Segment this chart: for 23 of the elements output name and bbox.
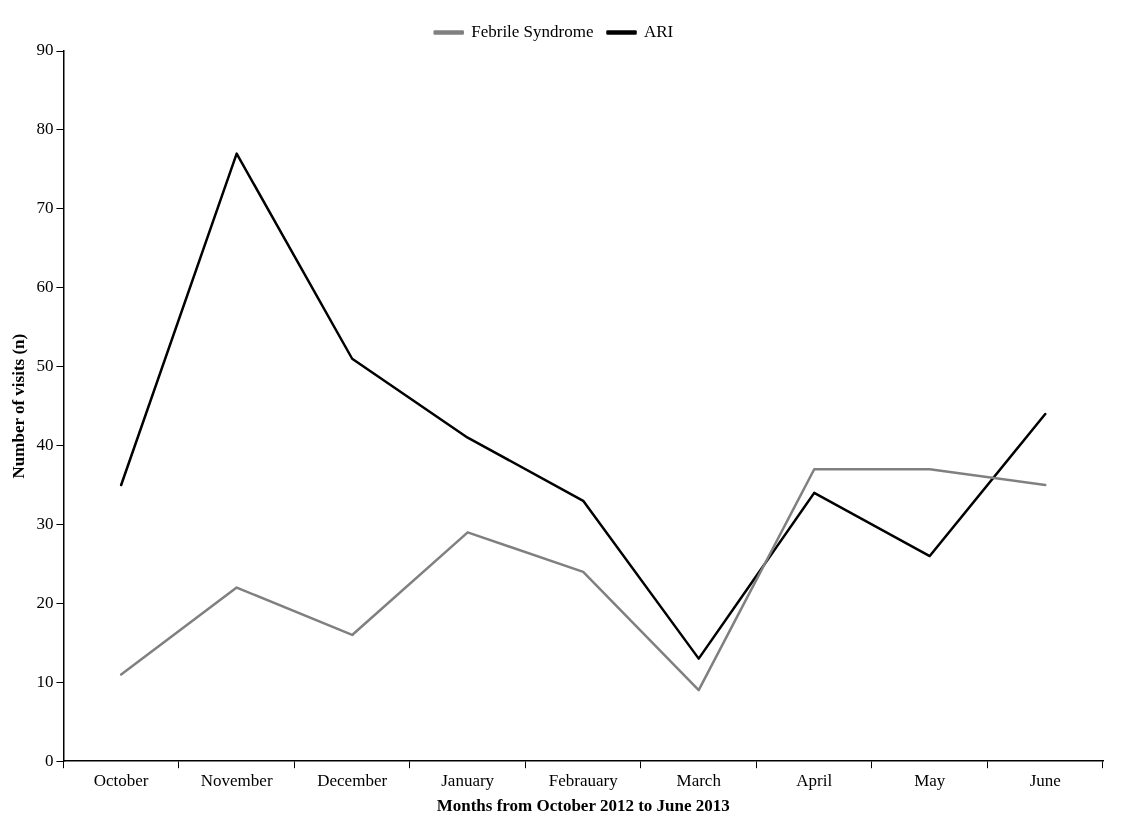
x-tick-label: Febrauary <box>548 770 619 790</box>
y-tick-label: 50 <box>36 356 54 376</box>
y-tick-label: 20 <box>36 592 54 612</box>
x-tick-label: October <box>93 770 149 790</box>
legend-label: Febrile Syndrome <box>471 21 594 41</box>
x-tick-label: June <box>1029 770 1061 790</box>
x-tick-label: April <box>796 770 833 790</box>
y-tick-label: 10 <box>36 671 54 691</box>
y-tick-label: 70 <box>36 198 54 218</box>
y-axis-title: Number of visits (n) <box>8 333 28 479</box>
y-tick-label: 0 <box>44 750 54 770</box>
y-tick-label: 80 <box>36 119 54 139</box>
legend-label: ARI <box>644 21 674 41</box>
y-tick-label: 30 <box>36 513 54 533</box>
x-tick-label: November <box>200 770 273 790</box>
x-tick-label: May <box>914 770 946 790</box>
y-tick-label: 90 <box>36 40 54 60</box>
x-tick-label: January <box>441 770 495 790</box>
x-axis-title: Months from October 2012 to June 2013 <box>436 796 730 816</box>
x-tick-label: March <box>676 770 722 790</box>
y-tick-label: 60 <box>36 277 54 297</box>
y-tick-label: 40 <box>36 435 54 455</box>
x-tick-label: December <box>317 770 388 790</box>
